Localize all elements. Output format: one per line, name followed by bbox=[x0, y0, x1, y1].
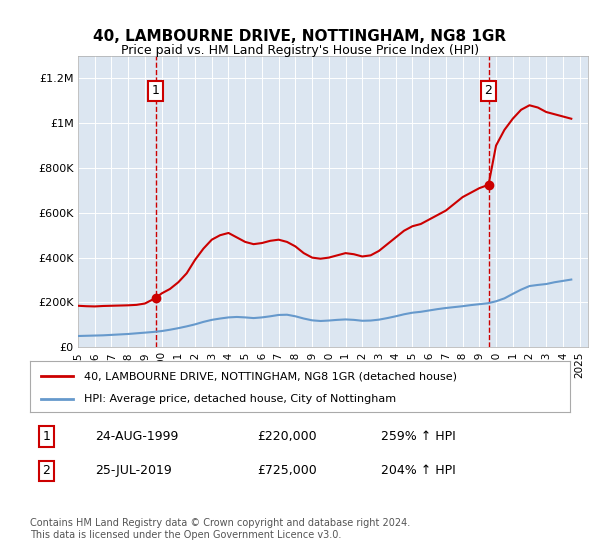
Text: 204% ↑ HPI: 204% ↑ HPI bbox=[381, 464, 456, 477]
Text: 2: 2 bbox=[42, 464, 50, 477]
Text: 2: 2 bbox=[485, 85, 493, 97]
Text: 1: 1 bbox=[152, 85, 160, 97]
Text: Contains HM Land Registry data © Crown copyright and database right 2024.
This d: Contains HM Land Registry data © Crown c… bbox=[30, 518, 410, 540]
Text: HPI: Average price, detached house, City of Nottingham: HPI: Average price, detached house, City… bbox=[84, 394, 396, 404]
Text: 25-JUL-2019: 25-JUL-2019 bbox=[95, 464, 172, 477]
Text: 1: 1 bbox=[42, 430, 50, 443]
Text: 40, LAMBOURNE DRIVE, NOTTINGHAM, NG8 1GR (detached house): 40, LAMBOURNE DRIVE, NOTTINGHAM, NG8 1GR… bbox=[84, 371, 457, 381]
Text: £220,000: £220,000 bbox=[257, 430, 316, 443]
Text: 24-AUG-1999: 24-AUG-1999 bbox=[95, 430, 178, 443]
Text: 40, LAMBOURNE DRIVE, NOTTINGHAM, NG8 1GR: 40, LAMBOURNE DRIVE, NOTTINGHAM, NG8 1GR bbox=[94, 29, 506, 44]
Text: £725,000: £725,000 bbox=[257, 464, 317, 477]
Text: Price paid vs. HM Land Registry's House Price Index (HPI): Price paid vs. HM Land Registry's House … bbox=[121, 44, 479, 57]
Text: 259% ↑ HPI: 259% ↑ HPI bbox=[381, 430, 456, 443]
